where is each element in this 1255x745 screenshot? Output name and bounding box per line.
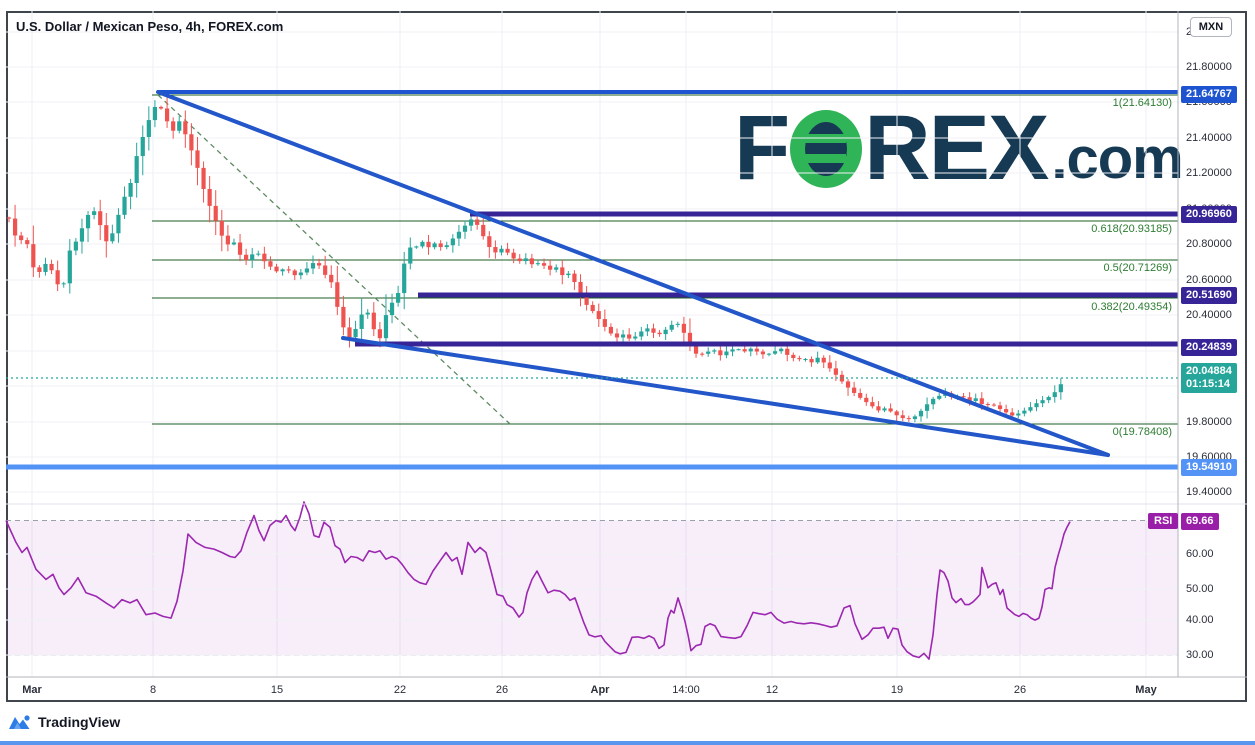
watermark-letters-rex: REX	[864, 96, 1049, 199]
time-axis-label: Mar	[22, 684, 42, 696]
price-axis-badge: 20.51690	[1181, 287, 1237, 304]
symbol-title: U.S. Dollar / Mexican Peso, 4h, FOREX.co…	[16, 19, 284, 34]
badge-price: 21.64767	[1186, 88, 1232, 100]
tradingview-label: TradingView	[38, 714, 121, 730]
price-axis-label: 20.80000	[1186, 238, 1232, 250]
time-axis-label: 8	[149, 684, 157, 696]
candlestick-series	[6, 95, 1063, 423]
time-axis-label: 22	[393, 684, 407, 696]
time-axis-label: 14:00	[672, 684, 700, 696]
price-axis-label: 21.80000	[1186, 61, 1232, 73]
price-axis-badge: 21.64767	[1181, 86, 1237, 103]
time-axis-label: 15	[270, 684, 284, 696]
time-axis-label: 12	[765, 684, 779, 696]
watermark-letter-f: F	[734, 96, 790, 199]
price-axis-badge: 20.96960	[1181, 206, 1237, 223]
fibonacci-level-label: 0.382(20.49354)	[1091, 301, 1172, 313]
bottom-blue-strip	[0, 741, 1255, 745]
fibonacci-level-label: 1(21.64130)	[1112, 97, 1172, 109]
fibonacci-level-label: 0.618(20.93185)	[1091, 223, 1172, 235]
badge-price: 20.51690	[1186, 289, 1232, 301]
rsi-line	[5, 501, 1071, 660]
badge-price: 20.04884	[1186, 365, 1232, 377]
rsi-indicator-badge[interactable]: RSI	[1148, 513, 1179, 529]
time-axis-label: 19	[890, 684, 904, 696]
watermark-dot-com: .com	[1051, 126, 1183, 191]
trend-line	[156, 90, 1110, 457]
price-axis-badge: 20.04884 01:15:14	[1181, 363, 1237, 393]
chart-widget-frame	[6, 11, 1247, 702]
time-axis-label: 26	[1013, 684, 1027, 696]
fibonacci-level-label: 0.5(20.71269)	[1103, 262, 1173, 274]
tradingview-attribution[interactable]: TradingView	[8, 714, 120, 730]
tradingview-logo-icon	[9, 715, 30, 729]
fibonacci-level-label: 0(19.78408)	[1112, 426, 1172, 438]
price-axis-badge: 20.24839	[1181, 339, 1237, 356]
rsi-axis-label: 60.00	[1186, 548, 1214, 560]
rsi-axis-label: 30.00	[1186, 649, 1214, 661]
time-axis-label: Apr	[590, 684, 610, 696]
price-axis-label: 21.40000	[1186, 132, 1232, 144]
currency-unit-chip[interactable]: MXN	[1190, 17, 1232, 37]
time-axis-label: 26	[495, 684, 509, 696]
price-axis-label: 21.20000	[1186, 167, 1232, 179]
price-axis-badge: 19.54910	[1181, 459, 1237, 476]
rsi-axis-label: 50.00	[1186, 583, 1214, 595]
price-axis-label: 19.40000	[1186, 486, 1232, 498]
price-axis-label: 20.60000	[1186, 274, 1232, 286]
time-axis-label: May	[1135, 684, 1157, 696]
badge-price: 20.24839	[1186, 341, 1232, 353]
rsi-band-fill	[6, 520, 1178, 656]
badge-price: 20.96960	[1186, 208, 1232, 220]
rsi-value-badge: 69.66	[1181, 513, 1219, 530]
trend-line	[341, 336, 1110, 457]
rsi-axis-label: 40.00	[1186, 614, 1214, 626]
badge-countdown: 01:15:14	[1186, 378, 1231, 390]
price-axis-label: 19.80000	[1186, 416, 1232, 428]
price-axis-label: 20.40000	[1186, 309, 1232, 321]
badge-price: 19.54910	[1186, 461, 1232, 473]
